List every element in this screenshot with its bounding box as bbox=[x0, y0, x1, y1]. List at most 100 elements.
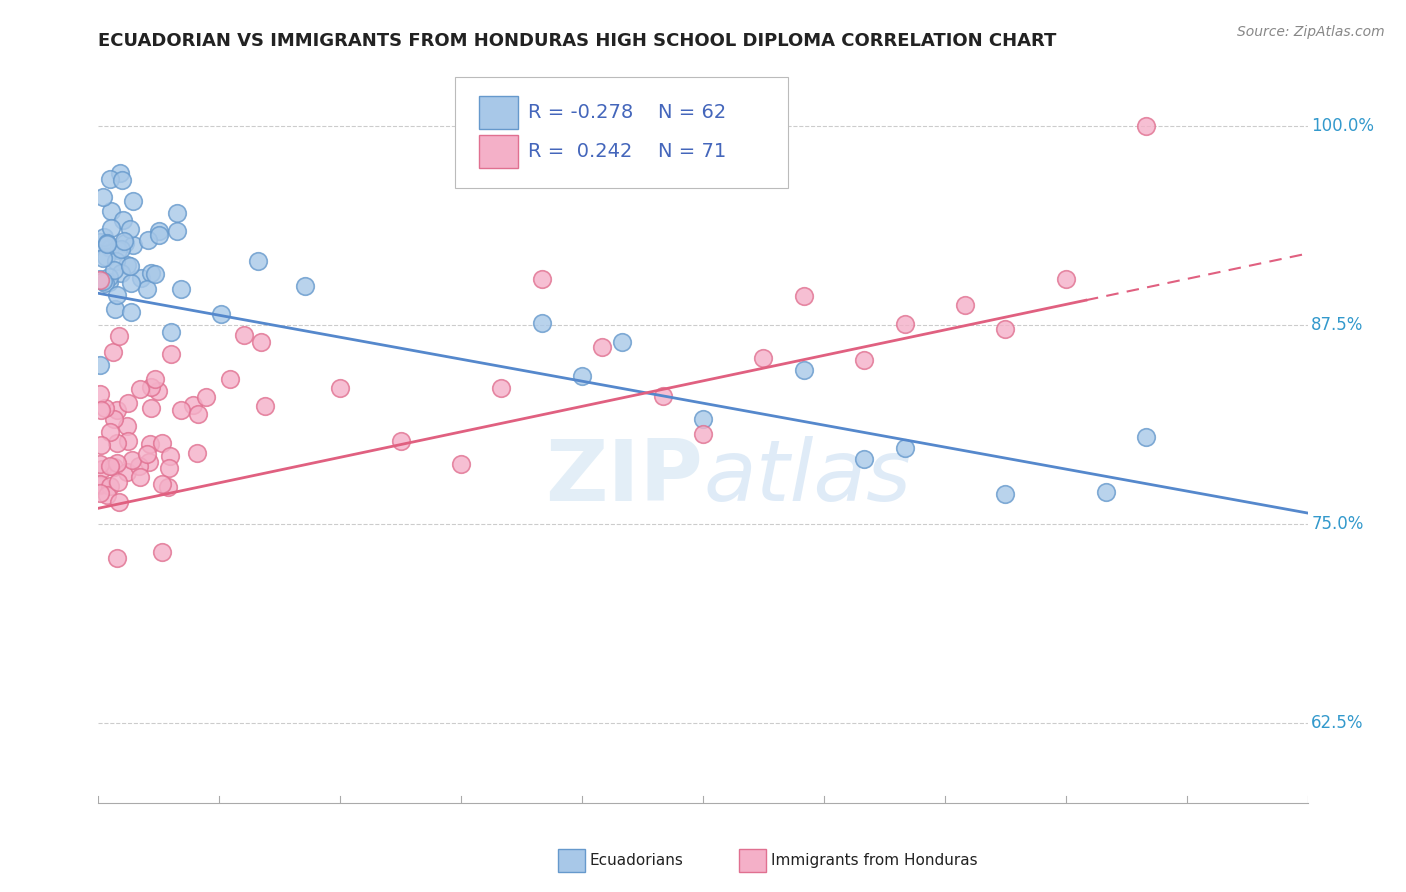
Point bbox=[128, 459, 150, 474]
Point bbox=[491, 381, 513, 395]
Point bbox=[90, 462, 112, 476]
Point bbox=[183, 398, 205, 412]
Point bbox=[1054, 271, 1077, 285]
Point bbox=[108, 495, 131, 509]
Point bbox=[94, 251, 117, 265]
Point bbox=[254, 399, 277, 413]
Point bbox=[90, 438, 112, 452]
Point bbox=[571, 369, 593, 384]
Point bbox=[89, 486, 111, 500]
Text: ECUADORIAN VS IMMIGRANTS FROM HONDURAS HIGH SCHOOL DIPLOMA CORRELATION CHART: ECUADORIAN VS IMMIGRANTS FROM HONDURAS H… bbox=[98, 32, 1057, 50]
Point bbox=[91, 275, 114, 289]
Point bbox=[1095, 485, 1118, 500]
Point bbox=[89, 235, 111, 250]
Point bbox=[103, 411, 125, 425]
FancyBboxPatch shape bbox=[479, 135, 517, 168]
Point bbox=[329, 381, 352, 395]
Point bbox=[118, 221, 141, 235]
Point bbox=[104, 254, 127, 268]
Point bbox=[692, 412, 714, 426]
Point bbox=[157, 461, 180, 475]
Point bbox=[97, 269, 120, 284]
Point bbox=[994, 321, 1017, 335]
Point bbox=[294, 278, 316, 293]
Point bbox=[89, 359, 111, 373]
Point bbox=[530, 272, 553, 286]
Point bbox=[107, 243, 129, 257]
Point bbox=[110, 166, 132, 180]
Point bbox=[103, 344, 125, 359]
Point bbox=[953, 298, 976, 312]
Point bbox=[100, 203, 122, 218]
Text: Ecuadorians: Ecuadorians bbox=[589, 853, 683, 868]
Point bbox=[110, 266, 132, 280]
Point bbox=[94, 276, 117, 290]
FancyBboxPatch shape bbox=[456, 78, 787, 188]
Point bbox=[120, 305, 142, 319]
Text: R =  0.242: R = 0.242 bbox=[527, 142, 633, 161]
Point bbox=[112, 234, 135, 248]
Point bbox=[136, 233, 159, 247]
Point bbox=[159, 449, 181, 463]
Point bbox=[108, 329, 131, 343]
Point bbox=[89, 272, 111, 286]
Point bbox=[148, 224, 170, 238]
Point bbox=[96, 488, 118, 502]
Text: 87.5%: 87.5% bbox=[1312, 316, 1364, 334]
Point bbox=[612, 334, 634, 349]
Point bbox=[91, 190, 114, 204]
Point bbox=[651, 389, 673, 403]
Point bbox=[97, 275, 120, 289]
Text: N = 62: N = 62 bbox=[658, 103, 727, 122]
Point bbox=[135, 447, 157, 461]
Point bbox=[219, 372, 242, 386]
Point bbox=[139, 380, 162, 394]
Point bbox=[89, 458, 111, 472]
Point bbox=[120, 276, 142, 290]
Point bbox=[138, 454, 160, 468]
Point bbox=[246, 254, 269, 268]
Point bbox=[157, 480, 180, 494]
Text: Immigrants from Honduras: Immigrants from Honduras bbox=[770, 853, 977, 868]
Point bbox=[166, 206, 188, 220]
FancyBboxPatch shape bbox=[479, 96, 517, 129]
Point bbox=[117, 395, 139, 409]
Point bbox=[107, 475, 129, 489]
Point bbox=[117, 434, 139, 448]
Text: Source: ZipAtlas.com: Source: ZipAtlas.com bbox=[1237, 25, 1385, 39]
Point bbox=[150, 435, 173, 450]
Point bbox=[105, 436, 128, 450]
Text: 75.0%: 75.0% bbox=[1312, 516, 1364, 533]
Point bbox=[91, 252, 114, 266]
Point bbox=[114, 235, 136, 250]
Point bbox=[89, 387, 111, 401]
Point bbox=[250, 335, 273, 350]
Point bbox=[121, 453, 143, 467]
Point bbox=[115, 418, 138, 433]
Point bbox=[100, 172, 122, 186]
Point bbox=[98, 459, 121, 474]
Point bbox=[129, 270, 152, 285]
Point bbox=[89, 272, 111, 286]
Point bbox=[100, 220, 122, 235]
Point bbox=[194, 390, 217, 404]
Point bbox=[104, 302, 127, 317]
Point bbox=[148, 227, 170, 242]
Point bbox=[793, 289, 815, 303]
Text: 100.0%: 100.0% bbox=[1312, 117, 1374, 135]
Point bbox=[96, 235, 118, 250]
Point bbox=[136, 282, 159, 296]
Point bbox=[752, 351, 775, 365]
Point bbox=[692, 427, 714, 442]
Point bbox=[150, 545, 173, 559]
Point bbox=[389, 434, 412, 448]
Point bbox=[107, 550, 129, 565]
Point bbox=[166, 224, 188, 238]
Point bbox=[853, 451, 876, 466]
Point bbox=[143, 267, 166, 281]
Point bbox=[893, 317, 915, 331]
Point bbox=[103, 262, 125, 277]
Text: atlas: atlas bbox=[703, 435, 911, 518]
Point bbox=[793, 363, 815, 377]
Point bbox=[89, 403, 111, 417]
